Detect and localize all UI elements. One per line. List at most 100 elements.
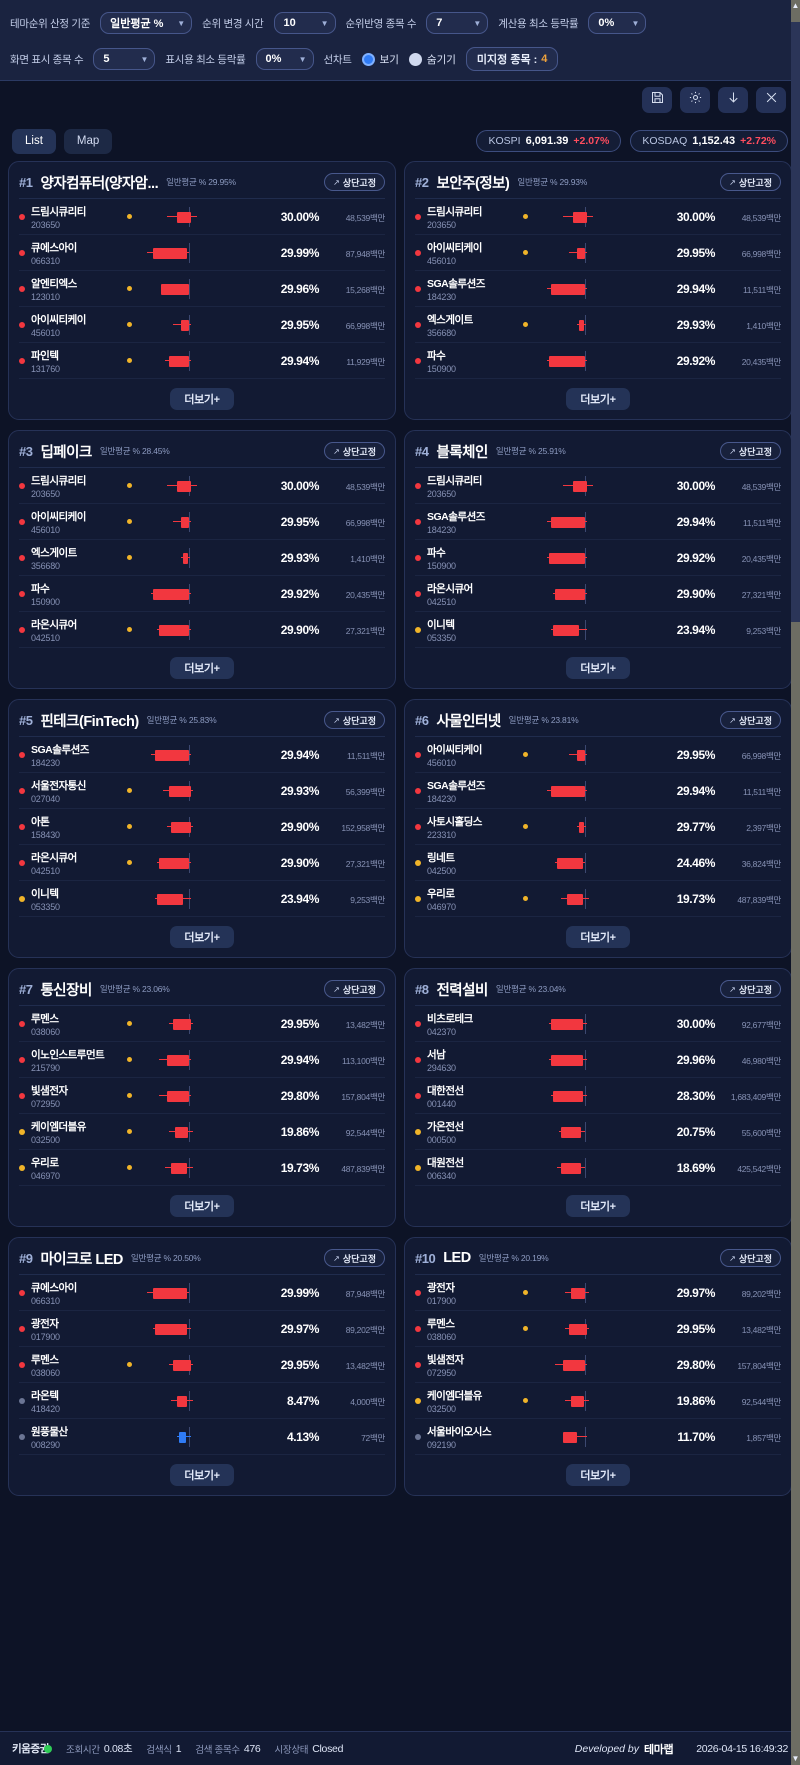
stock-row[interactable]: 아이씨티케이 456010 29.95% 66,998백만 bbox=[415, 737, 781, 773]
stock-row[interactable]: 라온텍 418420 8.47% 4,000백만 bbox=[19, 1383, 385, 1419]
pin-to-top-button[interactable]: ↗ 상단고정 bbox=[720, 1249, 781, 1267]
vertical-scrollbar[interactable]: ▲ ▼ bbox=[791, 0, 800, 1765]
stock-row[interactable]: 엑스게이트 356680 29.93% 1,410백만 bbox=[19, 540, 385, 576]
stock-row[interactable]: 이니텍 053350 23.94% 9,253백만 bbox=[415, 612, 781, 648]
select-min-change-display[interactable]: 0% ▼ bbox=[255, 48, 314, 70]
more-button[interactable]: 더보기+ bbox=[170, 657, 234, 679]
stock-row[interactable]: 큐에스아이 066310 29.99% 87,948백만 bbox=[19, 1275, 385, 1311]
stock-volume-cell: 66,998백만 bbox=[323, 513, 386, 531]
scroll-up-arrow-icon[interactable]: ▲ bbox=[791, 0, 800, 12]
pin-to-top-button[interactable]: ↗ 상단고정 bbox=[324, 1249, 385, 1267]
stock-row[interactable]: 대한전선 001440 28.30% 1,683,409백만 bbox=[415, 1078, 781, 1114]
pin-to-top-button[interactable]: ↗ 상단고정 bbox=[324, 711, 385, 729]
stock-row[interactable]: 파수 150900 29.92% 20,435백만 bbox=[415, 343, 781, 379]
more-button[interactable]: 더보기+ bbox=[170, 388, 234, 410]
stock-row[interactable]: 이니텍 053350 23.94% 9,253백만 bbox=[19, 881, 385, 917]
tab-map[interactable]: Map bbox=[63, 128, 113, 154]
stock-row[interactable]: 아이씨티케이 456010 29.95% 66,998백만 bbox=[415, 235, 781, 271]
stock-row[interactable]: 드림시큐리티 203650 30.00% 48,539백만 bbox=[415, 199, 781, 235]
stock-row[interactable]: 대원전선 006340 18.69% 425,542백만 bbox=[415, 1150, 781, 1186]
undesignated-stocks-button[interactable]: 미지정 종목 : 4 bbox=[465, 47, 559, 71]
stock-row[interactable]: SGA솔루션즈 184230 29.94% 11,511백만 bbox=[19, 737, 385, 773]
stock-row[interactable]: SGA솔루션즈 184230 29.94% 11,511백만 bbox=[415, 773, 781, 809]
stock-row[interactable]: 우리로 046970 19.73% 487,839백만 bbox=[415, 881, 781, 917]
tab-list[interactable]: List bbox=[12, 128, 56, 154]
stock-row[interactable]: 파인텍 131760 29.94% 11,929백만 bbox=[19, 343, 385, 379]
save-button[interactable] bbox=[642, 87, 672, 113]
select-rank-stock-count[interactable]: 7 ▼ bbox=[426, 12, 489, 34]
select-display-stock-count[interactable]: 5 ▼ bbox=[93, 48, 156, 70]
pin-to-top-button[interactable]: ↗ 상단고정 bbox=[720, 980, 781, 998]
more-button[interactable]: 더보기+ bbox=[170, 1195, 234, 1217]
stock-volume: 92,544백만 bbox=[345, 1127, 386, 1138]
stock-row[interactable]: 광전자 017900 29.97% 89,202백만 bbox=[415, 1275, 781, 1311]
stock-row[interactable]: 케이엠더블유 032500 19.86% 92,544백만 bbox=[19, 1114, 385, 1150]
settings-button[interactable] bbox=[680, 87, 710, 113]
more-button[interactable]: 더보기+ bbox=[566, 1464, 630, 1486]
stock-row[interactable]: 빛샘전자 072950 29.80% 157,804백만 bbox=[19, 1078, 385, 1114]
stock-row[interactable]: 케이엠더블유 032500 19.86% 92,544백만 bbox=[415, 1383, 781, 1419]
stock-row[interactable]: 빛샘전자 072950 29.80% 157,804백만 bbox=[415, 1347, 781, 1383]
pin-to-top-button[interactable]: ↗ 상단고정 bbox=[720, 711, 781, 729]
stock-row[interactable]: SGA솔루션즈 184230 29.94% 11,511백만 bbox=[415, 271, 781, 307]
stock-row[interactable]: 루멘스 038060 29.95% 13,482백만 bbox=[19, 1006, 385, 1042]
stock-row[interactable]: 사토시홀딩스 223310 29.77% 2,397백만 bbox=[415, 809, 781, 845]
more-button[interactable]: 더보기+ bbox=[566, 657, 630, 679]
stock-row[interactable]: 아톤 158430 29.90% 152,958백만 bbox=[19, 809, 385, 845]
more-button[interactable]: 더보기+ bbox=[566, 926, 630, 948]
stock-row[interactable]: 라온시큐어 042510 29.90% 27,321백만 bbox=[19, 845, 385, 881]
stock-row[interactable]: 라온시큐어 042510 29.90% 27,321백만 bbox=[19, 612, 385, 648]
candle-chart bbox=[533, 887, 597, 911]
download-button[interactable] bbox=[718, 87, 748, 113]
more-button[interactable]: 더보기+ bbox=[566, 388, 630, 410]
more-button[interactable]: 더보기+ bbox=[170, 1464, 234, 1486]
stock-row[interactable]: 아이씨티케이 456010 29.95% 66,998백만 bbox=[19, 307, 385, 343]
index-kosdaq[interactable]: KOSDAQ 1,152.43 +2.72% bbox=[630, 130, 788, 152]
stock-row[interactable]: SGA솔루션즈 184230 29.94% 11,511백만 bbox=[415, 504, 781, 540]
select-min-change-calc[interactable]: 0% ▼ bbox=[588, 12, 647, 34]
theme-name: 핀테크(FinTech) bbox=[40, 713, 139, 730]
close-button[interactable] bbox=[756, 87, 786, 113]
stock-row[interactable]: 드림시큐리티 203650 30.00% 48,539백만 bbox=[19, 468, 385, 504]
stock-row[interactable]: 링네트 042500 24.46% 36,824백만 bbox=[415, 845, 781, 881]
stock-row[interactable]: 라온시큐어 042510 29.90% 27,321백만 bbox=[415, 576, 781, 612]
stock-row[interactable]: 파수 150900 29.92% 20,435백만 bbox=[415, 540, 781, 576]
stock-row[interactable]: 서울바이오시스 092190 11.70% 1,857백만 bbox=[415, 1419, 781, 1455]
stock-row[interactable]: 파수 150900 29.92% 20,435백만 bbox=[19, 576, 385, 612]
select-ranking-basis[interactable]: 일반평균 % ▼ bbox=[100, 12, 193, 34]
stock-row[interactable]: 이노인스트루먼트 215790 29.94% 113,100백만 bbox=[19, 1042, 385, 1078]
stock-row[interactable]: 루멘스 038060 29.95% 13,482백만 bbox=[19, 1347, 385, 1383]
pin-to-top-button[interactable]: ↗ 상단고정 bbox=[720, 173, 781, 191]
signal-dot-icon bbox=[127, 1093, 132, 1098]
more-button[interactable]: 더보기+ bbox=[566, 1195, 630, 1217]
stock-row[interactable]: 광전자 017900 29.97% 89,202백만 bbox=[19, 1311, 385, 1347]
stock-row[interactable]: 우리로 046970 19.73% 487,839백만 bbox=[19, 1150, 385, 1186]
radio-line-chart-hide[interactable]: 숨기기 bbox=[408, 52, 456, 67]
index-kospi[interactable]: KOSPI 6,091.39 +2.07% bbox=[476, 130, 622, 152]
theme-cards-scroll[interactable]: #1 양자컴퓨터(양자암... 일반평균 % 29.95% ↗ 상단고정 드림시… bbox=[0, 161, 800, 1731]
stock-name: SGA솔루션즈 bbox=[427, 277, 485, 290]
stock-row[interactable]: 엑스게이트 356680 29.93% 1,410백만 bbox=[415, 307, 781, 343]
scroll-down-arrow-icon[interactable]: ▼ bbox=[791, 1753, 800, 1765]
stock-row[interactable]: 루멘스 038060 29.95% 13,482백만 bbox=[415, 1311, 781, 1347]
scrollbar-thumb[interactable] bbox=[791, 22, 800, 622]
stock-row[interactable]: 서울전자통신 027040 29.93% 56,399백만 bbox=[19, 773, 385, 809]
pin-to-top-button[interactable]: ↗ 상단고정 bbox=[324, 173, 385, 191]
stock-row[interactable]: 가온전선 000500 20.75% 55,600백만 bbox=[415, 1114, 781, 1150]
pin-to-top-button[interactable]: ↗ 상단고정 bbox=[720, 442, 781, 460]
stock-row[interactable]: 비츠로테크 042370 30.00% 92,677백만 bbox=[415, 1006, 781, 1042]
stock-row[interactable]: 서남 294630 29.96% 46,980백만 bbox=[415, 1042, 781, 1078]
more-button[interactable]: 더보기+ bbox=[170, 926, 234, 948]
pin-to-top-button[interactable]: ↗ 상단고정 bbox=[324, 980, 385, 998]
pin-to-top-button[interactable]: ↗ 상단고정 bbox=[324, 442, 385, 460]
stock-row[interactable]: 드림시큐리티 203650 30.00% 48,539백만 bbox=[19, 199, 385, 235]
stock-row[interactable]: 아이씨티케이 456010 29.95% 66,998백만 bbox=[19, 504, 385, 540]
radio-line-chart-show[interactable]: 보기 bbox=[361, 52, 399, 67]
trend-dot-icon bbox=[19, 518, 25, 525]
stock-row[interactable]: 큐에스아이 066310 29.99% 87,948백만 bbox=[19, 235, 385, 271]
select-rank-change-time[interactable]: 10 ▼ bbox=[273, 12, 336, 34]
stock-row[interactable]: 드림시큐리티 203650 30.00% 48,539백만 bbox=[415, 468, 781, 504]
stock-row[interactable]: 원풍물산 008290 4.13% 72백만 bbox=[19, 1419, 385, 1455]
stock-row[interactable]: 알엔티엑스 123010 29.96% 15,268백만 bbox=[19, 271, 385, 307]
